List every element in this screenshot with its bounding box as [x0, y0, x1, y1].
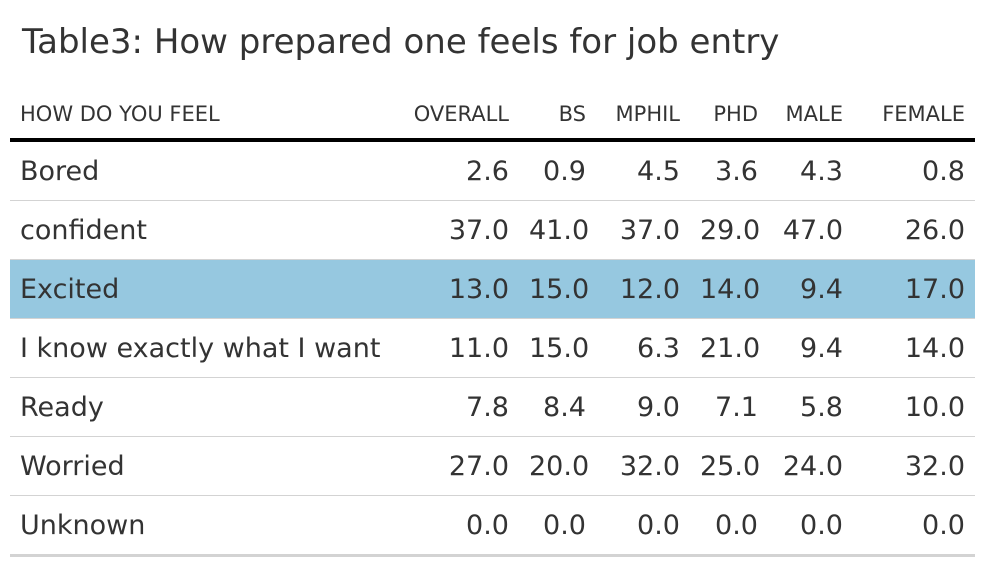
table-cell: 0.0 — [519, 495, 596, 557]
table-cell: 0.0 — [853, 495, 975, 557]
row-label: Bored — [10, 140, 402, 201]
table-cell: 41.0 — [519, 200, 596, 260]
table-cell: 3.6 — [690, 140, 768, 201]
column-header-female: FEMALE — [853, 90, 975, 142]
table-cell: 9.4 — [768, 318, 853, 378]
table-row: I know exactly what I want 11.0 15.0 6.3 21.… — [10, 318, 975, 378]
column-header-feeling: HOW DO YOU FEEL — [10, 90, 402, 142]
table-cell: 24.0 — [768, 436, 853, 496]
table-cell: 0.0 — [690, 495, 768, 557]
table-row: Ready 7.8 8.4 9.0 7.1 5.8 10.0 — [10, 377, 975, 437]
table-cell: 25.0 — [690, 436, 768, 496]
table-row: Bored 2.6 0.9 4.5 3.6 4.3 0.8 — [10, 140, 975, 201]
table-cell: 20.0 — [519, 436, 596, 496]
table-cell: 0.8 — [853, 140, 975, 201]
table-cell: 37.0 — [596, 200, 690, 260]
column-header-male: MALE — [768, 90, 853, 142]
row-label: confident — [10, 200, 402, 260]
column-header-bs: BS — [519, 90, 596, 142]
table-cell: 0.0 — [402, 495, 519, 557]
row-label: Worried — [10, 436, 402, 496]
table-cell: 15.0 — [519, 259, 596, 319]
table-cell: 21.0 — [690, 318, 768, 378]
table-cell: 26.0 — [853, 200, 975, 260]
table-row: Unknown 0.0 0.0 0.0 0.0 0.0 0.0 — [10, 495, 975, 557]
table-cell: 7.8 — [402, 377, 519, 437]
table-cell: 14.0 — [690, 259, 768, 319]
table-cell: 5.8 — [768, 377, 853, 437]
column-header-phd: PHD — [690, 90, 768, 142]
row-label: I know exactly what I want — [10, 318, 402, 378]
table-cell: 27.0 — [402, 436, 519, 496]
table-cell: 37.0 — [402, 200, 519, 260]
table-cell: 13.0 — [402, 259, 519, 319]
table-cell: 4.5 — [596, 140, 690, 201]
table-cell: 0.0 — [768, 495, 853, 557]
table-cell: 12.0 — [596, 259, 690, 319]
table-cell: 7.1 — [690, 377, 768, 437]
table-cell: 9.0 — [596, 377, 690, 437]
table-cell: 6.3 — [596, 318, 690, 378]
table-cell: 29.0 — [690, 200, 768, 260]
table-cell: 0.9 — [519, 140, 596, 201]
table-cell: 10.0 — [853, 377, 975, 437]
row-label: Unknown — [10, 495, 402, 557]
table-cell: 17.0 — [853, 259, 975, 319]
data-table: HOW DO YOU FEEL OVERALL BS MPHIL PHD MAL… — [10, 90, 975, 557]
header-row: HOW DO YOU FEEL OVERALL BS MPHIL PHD MAL… — [10, 90, 975, 142]
row-label: Ready — [10, 377, 402, 437]
table-cell: 32.0 — [853, 436, 975, 496]
table-cell: 4.3 — [768, 140, 853, 201]
table-cell: 32.0 — [596, 436, 690, 496]
column-header-mphil: MPHIL — [596, 90, 690, 142]
table-body: Bored 2.6 0.9 4.5 3.6 4.3 0.8 confident 37.0 41.0… — [10, 140, 975, 557]
table-title: Table3: How prepared one feels for job e… — [22, 22, 780, 62]
table-row: confident 37.0 41.0 37.0 29.0 47.0 26.0 — [10, 200, 975, 260]
table-cell: 2.6 — [402, 140, 519, 201]
table-cell: 0.0 — [596, 495, 690, 557]
table-cell: 8.4 — [519, 377, 596, 437]
table-row: Excited 13.0 15.0 12.0 14.0 9.4 17.0 — [10, 259, 975, 319]
row-label: Excited — [10, 259, 402, 319]
column-header-overall: OVERALL — [402, 90, 519, 142]
table-cell: 47.0 — [768, 200, 853, 260]
table-cell: 9.4 — [768, 259, 853, 319]
table-cell: 11.0 — [402, 318, 519, 378]
table-row: Worried 27.0 20.0 32.0 25.0 24.0 32.0 — [10, 436, 975, 496]
table-cell: 15.0 — [519, 318, 596, 378]
table-cell: 14.0 — [853, 318, 975, 378]
